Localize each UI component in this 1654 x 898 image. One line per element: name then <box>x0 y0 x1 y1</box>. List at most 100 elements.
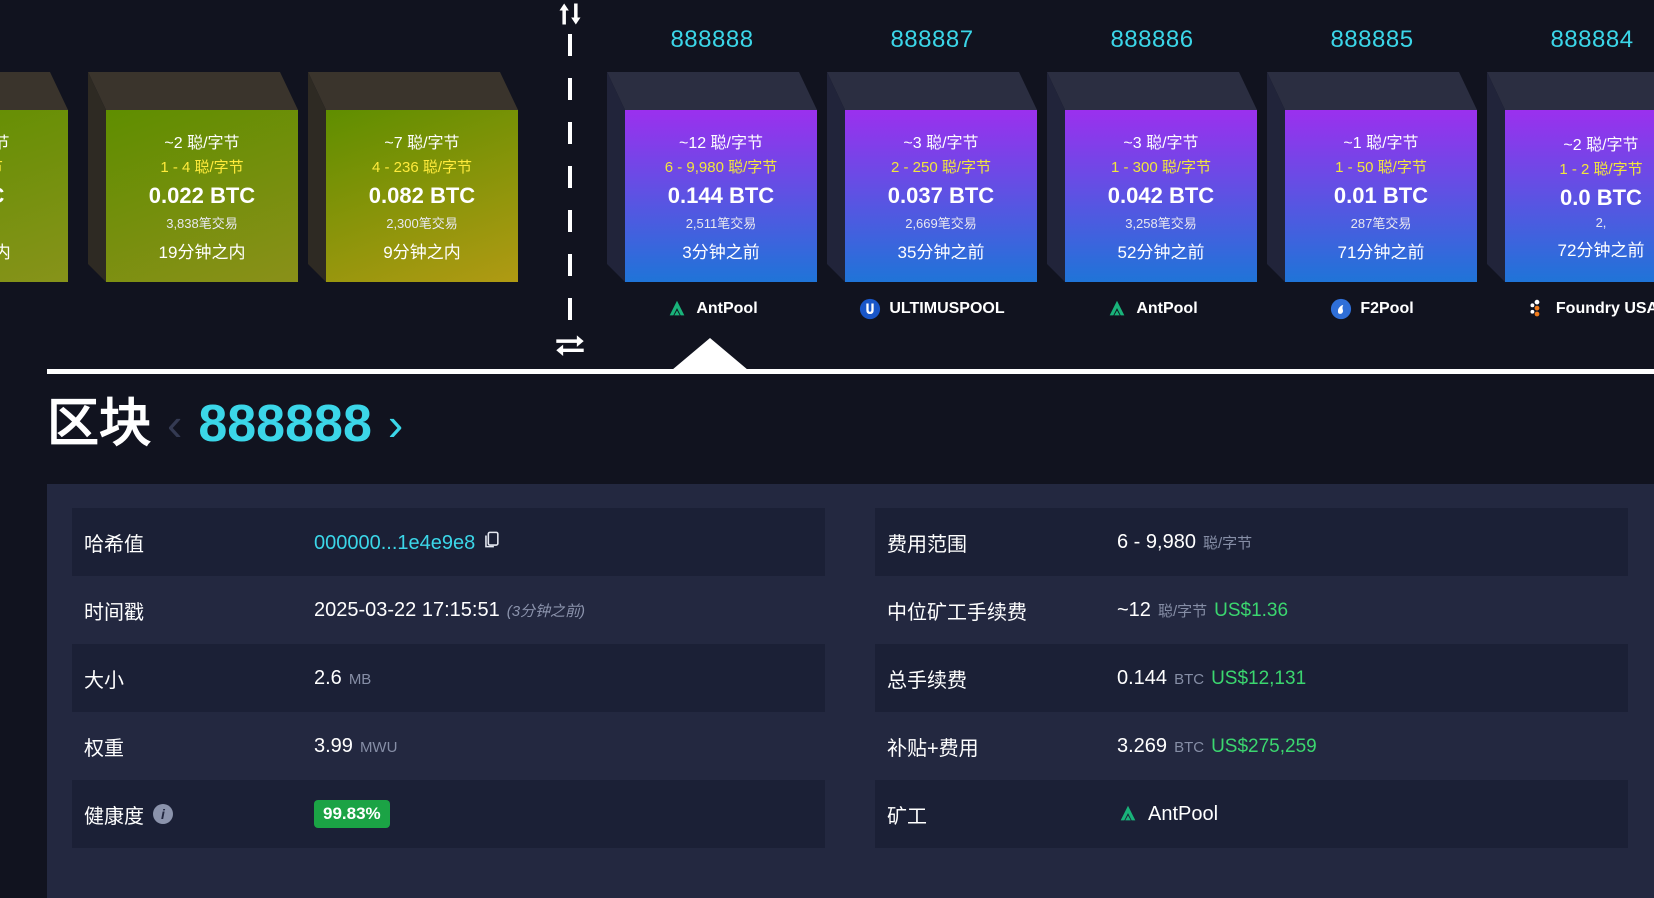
chain-separator-line <box>47 369 1654 374</box>
mined-fee-range: 2 - 250 聪/字节 <box>890 159 992 176</box>
subsidy-fees-unit: BTC <box>1174 738 1205 756</box>
mining-pool-link[interactable]: AntPool <box>607 298 817 320</box>
cube-top-face <box>827 72 1037 110</box>
mining-pool-link[interactable]: Foundry USA <box>1487 298 1654 320</box>
mining-pool-name: ULTIMUSPOOL <box>889 300 1005 317</box>
mining-pool-name: Foundry USA <box>1555 300 1654 317</box>
mempool-median-fee: ~7 聪/字节 <box>384 135 460 152</box>
mined-age: 72分钟之前 <box>1557 241 1645 260</box>
mined-median-fee: ~3 聪/字节 <box>1123 135 1199 152</box>
mined-age: 52分钟之前 <box>1117 243 1205 262</box>
mempool-fee-range: ? 聪/字节 <box>0 156 3 177</box>
mempool-block-face[interactable]: ~? 聪/字节 ? 聪/字节 ? BTC ?笔交易 ?分钟之内 <box>0 110 68 282</box>
cube-side-face <box>88 72 106 282</box>
cube-side-face <box>308 72 326 282</box>
cube-side-face <box>1487 72 1505 282</box>
antpool-icon <box>669 300 685 316</box>
mining-pool-name: AntPool <box>696 300 758 317</box>
timestamp-value: 2025-03-22 17:15:51 <box>314 598 500 621</box>
mined-block[interactable]: ~1 聪/字节 1 - 50 聪/字节 0.01 BTC 287笔交易 71分钟… <box>1267 72 1477 282</box>
mempool-tx-count: 3,838笔交易 <box>166 216 238 231</box>
block-height-link[interactable]: 888887 <box>890 26 974 53</box>
mined-block-face[interactable]: ~1 聪/字节 1 - 50 聪/字节 0.01 BTC 287笔交易 71分钟… <box>1285 110 1477 282</box>
detail-label: 中位矿工手续费 <box>887 601 1027 624</box>
mined-block-face[interactable]: ~2 聪/字节 1 - 2 聪/字节 0.0 BTC 2, 72分钟之前 <box>1505 110 1654 282</box>
cube-top-face <box>1267 72 1477 110</box>
cube-top-face <box>607 72 817 110</box>
info-icon[interactable]: i <box>153 804 173 824</box>
mempool-block-face[interactable]: ~2 聪/字节 1 - 4 聪/字节 0.022 BTC 3,838笔交易 19… <box>106 110 298 282</box>
mined-block-face[interactable]: ~3 聪/字节 1 - 300 聪/字节 0.042 BTC 3,258笔交易 … <box>1065 110 1257 282</box>
sort-up-down-icon[interactable] <box>556 0 584 33</box>
foundry-icon <box>1530 299 1540 317</box>
mempool-eta: ?分钟之内 <box>0 243 11 262</box>
mined-total-fees: 0.042 BTC <box>1107 183 1215 208</box>
mined-tx-count: 287笔交易 <box>1350 216 1412 231</box>
copy-icon[interactable] <box>482 530 501 549</box>
mined-median-fee: ~12 聪/字节 <box>678 135 764 152</box>
detail-value: 99.83% <box>314 800 390 828</box>
detail-row-total-fees: 总手续费 0.144 BTC US$12,131 <box>875 644 1628 712</box>
block-details-right-column: 费用范围 6 - 9,980 聪/字节 中位矿工手续费 ~12 聪/字节 US$… <box>850 484 1653 898</box>
mined-block[interactable]: ~2 聪/字节 1 - 2 聪/字节 0.0 BTC 2, 72分钟之前 <box>1487 72 1654 282</box>
mined-block[interactable]: ~3 聪/字节 2 - 250 聪/字节 0.037 BTC 2,669笔交易 … <box>827 72 1037 282</box>
blockchain-strip: ~? 聪/字节 ? 聪/字节 ? BTC ?笔交易 ?分钟之内 ~2 聪/字节 … <box>0 0 1654 372</box>
mining-pool-name: AntPool <box>1136 300 1198 317</box>
cube-top-face <box>88 72 298 110</box>
block-hash-link[interactable]: 000000...1e4e9e8 <box>314 531 476 554</box>
block-details-left-column: 哈希值 000000...1e4e9e8 时间戳 2025-03-22 17:1… <box>47 484 850 898</box>
detail-label: 时间戳 <box>84 601 144 624</box>
mined-fee-range: 1 - 2 聪/字节 <box>1559 161 1643 178</box>
mined-block-face[interactable]: ~12 聪/字节 6 - 9,980 聪/字节 0.144 BTC 2,511笔… <box>625 110 817 282</box>
detail-label: 健康度 i <box>84 800 314 829</box>
total-fees-fiat: US$12,131 <box>1211 667 1307 689</box>
detail-label: 权重 <box>84 737 124 760</box>
mempool-block[interactable]: ~? 聪/字节 ? 聪/字节 ? BTC ?笔交易 ?分钟之内 <box>0 72 68 282</box>
mined-block-face[interactable]: ~3 聪/字节 2 - 250 聪/字节 0.037 BTC 2,669笔交易 … <box>845 110 1037 282</box>
next-block-button[interactable]: › <box>387 398 404 450</box>
block-height-link[interactable]: 888886 <box>1110 26 1194 53</box>
mempool-block[interactable]: ~2 聪/字节 1 - 4 聪/字节 0.022 BTC 3,838笔交易 19… <box>88 72 298 282</box>
mined-block[interactable]: ~3 聪/字节 1 - 300 聪/字节 0.042 BTC 3,258笔交易 … <box>1047 72 1257 282</box>
mining-pool-link[interactable]: ULTIMUSPOOL <box>827 298 1037 320</box>
fee-range-unit: 聪/字节 <box>1202 534 1253 552</box>
detail-value: 000000...1e4e9e8 <box>314 530 501 555</box>
ultimuspool-icon <box>860 298 881 320</box>
detail-row-timestamp: 时间戳 2025-03-22 17:15:51 (3分钟之前) <box>72 576 825 644</box>
detail-value: 3.269 BTC US$275,259 <box>1117 735 1317 758</box>
previous-block-button[interactable]: ‹ <box>167 398 183 450</box>
mempool-tx-count: 2,300笔交易 <box>386 216 458 231</box>
page-title-label: 区块 <box>47 395 152 453</box>
block-height-link[interactable]: 888884 <box>1550 26 1634 53</box>
cube-side-face <box>1267 72 1285 282</box>
detail-label: 费用范围 <box>887 533 967 556</box>
cube-side-face <box>827 72 845 282</box>
mempool-eta: 19分钟之内 <box>158 243 246 262</box>
block-height-link[interactable]: 888885 <box>1330 26 1414 53</box>
mempool-total-fees: 0.082 BTC <box>368 183 476 208</box>
detail-value[interactable]: AntPool <box>1117 803 1218 826</box>
mined-block[interactable]: ~12 聪/字节 6 - 9,980 聪/字节 0.144 BTC 2,511笔… <box>607 72 817 282</box>
exchange-left-right-icon[interactable] <box>554 330 586 363</box>
mining-pool-link[interactable]: AntPool <box>1047 298 1257 320</box>
block-height-link[interactable]: 888888 <box>670 26 754 53</box>
health-badge: 99.83% <box>314 800 390 828</box>
detail-row-subsidy-fees: 补贴+费用 3.269 BTC US$275,259 <box>875 712 1628 780</box>
detail-value: 3.99 MWU <box>314 735 397 758</box>
mined-tx-count: 2,511笔交易 <box>685 216 757 231</box>
detail-label: 矿工 <box>887 805 927 828</box>
median-fee-fiat: US$1.36 <box>1214 599 1289 621</box>
mempool-block[interactable]: ~7 聪/字节 4 - 236 聪/字节 0.082 BTC 2,300笔交易 … <box>308 72 518 282</box>
mempool-fee-range: 4 - 236 聪/字节 <box>371 159 473 176</box>
mining-pool-name: F2Pool <box>1360 300 1414 317</box>
subsidy-fees-value: 3.269 <box>1117 734 1168 757</box>
antpool-icon <box>1109 300 1125 316</box>
mempool-block-face[interactable]: ~7 聪/字节 4 - 236 聪/字节 0.082 BTC 2,300笔交易 … <box>326 110 518 282</box>
mined-tx-count: 2, <box>1595 215 1607 230</box>
dashed-divider-line <box>568 34 572 324</box>
detail-value: 0.144 BTC US$12,131 <box>1117 667 1306 690</box>
median-fee-value: ~12 <box>1117 598 1151 621</box>
mining-pool-link[interactable]: F2Pool <box>1267 298 1477 320</box>
size-unit: MB <box>348 670 372 688</box>
size-value: 2.6 <box>314 666 342 689</box>
